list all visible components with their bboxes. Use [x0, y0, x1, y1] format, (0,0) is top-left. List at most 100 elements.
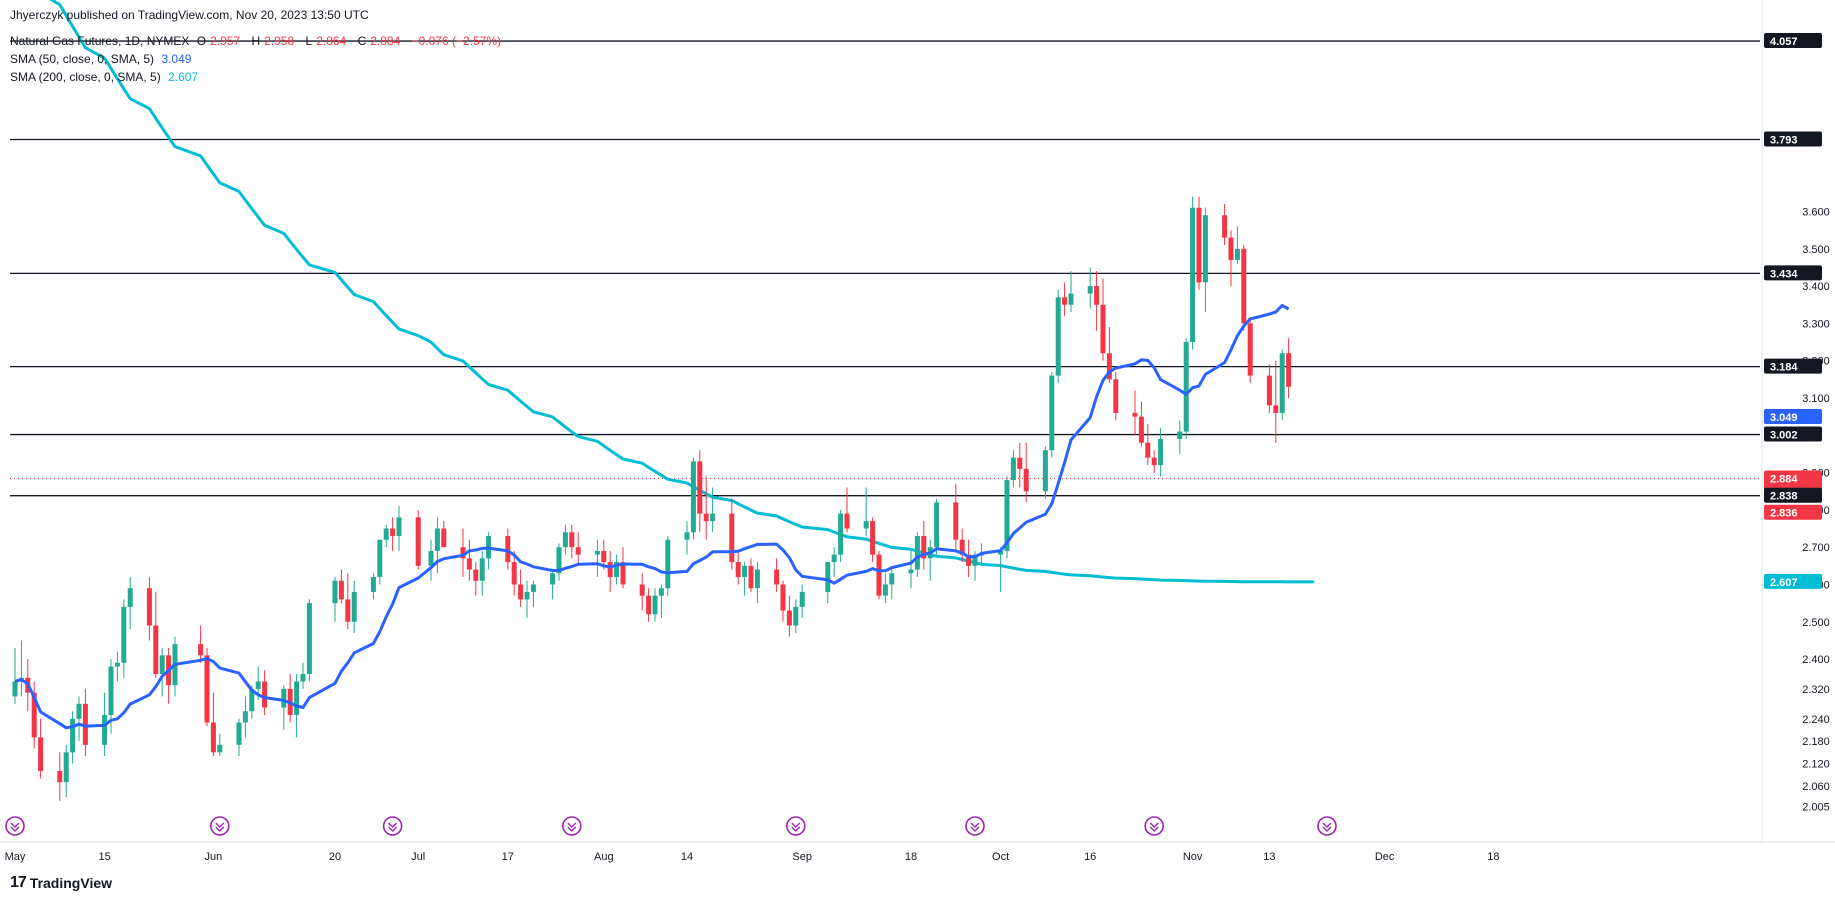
candle: [646, 588, 652, 622]
candle: [959, 528, 965, 563]
sma50-legend[interactable]: SMA (50, close, 0, SMA, 5) 3.049: [10, 52, 195, 66]
candle-body: [748, 565, 754, 589]
dividend-event-icon[interactable]: [1317, 816, 1337, 836]
sma200-legend[interactable]: SMA (200, close, 0, SMA, 5) 2.607: [10, 70, 202, 84]
candle-body: [479, 558, 485, 581]
price-badge-level: 2.838: [1764, 487, 1822, 503]
candle-body: [204, 655, 210, 723]
event-circle: [382, 816, 403, 836]
candle: [742, 562, 748, 596]
dividend-event-icon[interactable]: [561, 816, 582, 836]
high-number: 2.958: [264, 34, 295, 48]
candle: [204, 647, 210, 727]
candle-body: [825, 562, 831, 592]
candle-body: [908, 569, 914, 574]
candle: [1222, 204, 1228, 246]
dividend-event-icon[interactable]: [965, 816, 985, 836]
candle-body: [217, 744, 223, 753]
candle-body: [396, 517, 402, 536]
candle-body: [31, 692, 37, 738]
candle: [1023, 442, 1029, 503]
candle: [1087, 267, 1093, 309]
candle: [1010, 450, 1016, 488]
dividend-event-icon[interactable]: [382, 816, 403, 836]
candle-body: [57, 770, 63, 783]
candle-body: [754, 569, 760, 589]
candle-body: [294, 681, 300, 716]
candle: [844, 487, 850, 533]
dividend-event-icon[interactable]: [210, 816, 230, 836]
event-markers[interactable]: [5, 816, 1337, 836]
candle: [460, 528, 466, 578]
sma200-path: [48, 0, 1315, 584]
price-tick-label: 3.300: [1802, 318, 1830, 330]
candle-body: [838, 513, 844, 555]
event-circle: [785, 816, 806, 836]
candle: [1202, 207, 1208, 313]
price-badge-label: 2.836: [1770, 508, 1798, 520]
price-axis[interactable]: 3.6003.5003.4003.3003.2003.1002.9002.800…: [1764, 33, 1830, 813]
dividend-event-icon[interactable]: [1144, 816, 1164, 836]
candle-body: [159, 655, 165, 674]
candle: [1132, 390, 1138, 436]
candle-body: [550, 573, 556, 585]
time-tick-label: Jun: [205, 851, 223, 863]
dividend-event-icon[interactable]: [785, 816, 806, 836]
candle: [1279, 349, 1285, 421]
candle: [146, 577, 152, 641]
price-tick-label: 2.320: [1802, 684, 1830, 696]
price-badge-bg: [1764, 409, 1822, 425]
price-badge-level: 3.434: [1764, 265, 1822, 281]
candle: [1049, 371, 1055, 458]
candle: [338, 569, 344, 604]
candle: [729, 498, 735, 570]
candle-body: [530, 584, 536, 592]
candle: [505, 528, 511, 570]
dividend-event-icon[interactable]: [5, 816, 25, 836]
candle-body: [1266, 375, 1272, 406]
candle-body: [658, 588, 664, 596]
candle: [281, 685, 287, 730]
candle: [870, 517, 876, 563]
candle-body: [614, 562, 620, 578]
candle: [780, 580, 786, 622]
candle-body: [735, 562, 741, 578]
chart-grid: [0, 0, 1835, 843]
candle: [434, 517, 440, 574]
candle: [428, 539, 434, 581]
publisher-text: Jhyerczyk published on TradingView.com, …: [10, 8, 369, 22]
candle: [838, 509, 844, 563]
candle-body: [934, 502, 940, 548]
candle-body: [876, 554, 882, 596]
candle: [415, 509, 421, 570]
tradingview-logo[interactable]: 17 TradingView: [10, 874, 112, 892]
candle: [562, 524, 568, 555]
time-axis[interactable]: May 15 Jun 20 Jul 17 Aug 14 Sep 18 Oct 16 Nov 13 Dec 18: [5, 851, 1500, 863]
event-chevron: [10, 822, 20, 832]
event-circle: [561, 816, 582, 836]
sma200-label: SMA (200, close, 0, SMA, 5): [10, 70, 161, 84]
candle: [831, 547, 837, 578]
candle: [882, 573, 888, 604]
candle-body: [466, 558, 472, 570]
candle-body: [1087, 286, 1093, 294]
candle: [665, 535, 671, 596]
candle: [31, 681, 37, 749]
candle-body: [460, 547, 466, 559]
candle: [697, 450, 703, 533]
candle: [370, 573, 376, 600]
price-badge-bg: [1764, 33, 1822, 49]
candle-body: [998, 550, 1004, 555]
candle: [1273, 360, 1279, 443]
sma50-line: [14, 303, 1290, 730]
time-tick-label: Oct: [992, 851, 1009, 863]
candle: [306, 599, 312, 682]
candle-body: [652, 595, 658, 615]
candle: [383, 524, 389, 548]
candle: [1100, 278, 1106, 361]
candle-body: [575, 547, 581, 555]
candle: [1113, 371, 1119, 421]
time-tick-label: 16: [1084, 851, 1096, 863]
